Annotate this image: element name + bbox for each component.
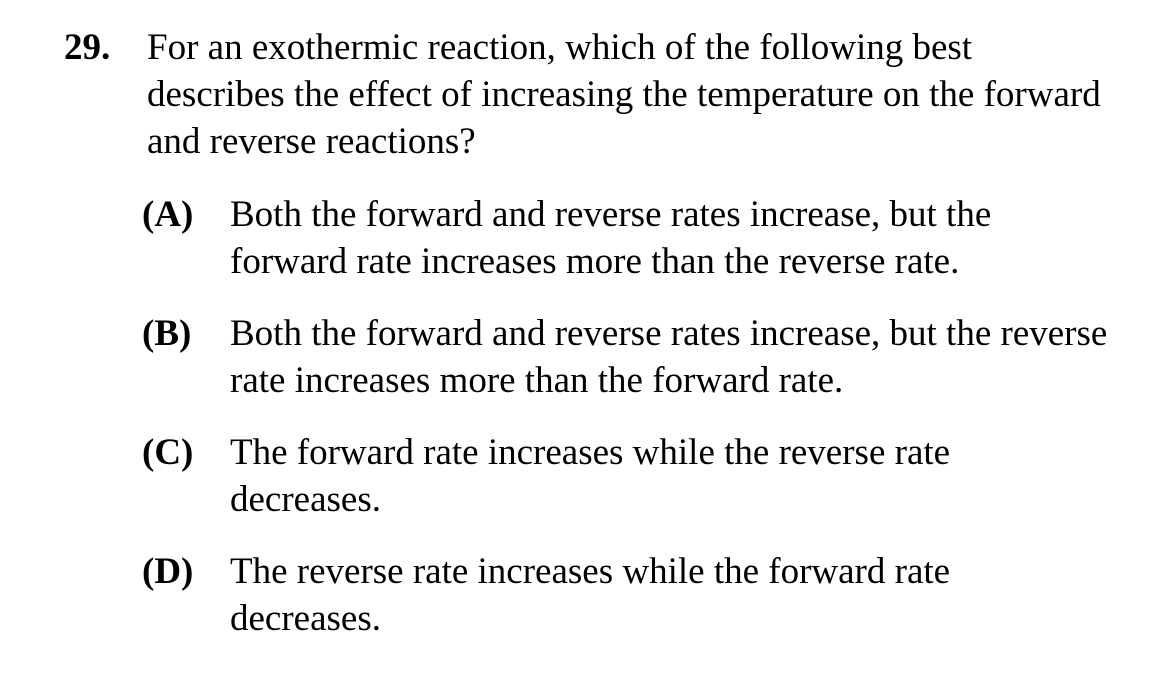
choice-text: Both the forward and reverse rates incre… bbox=[230, 313, 1108, 401]
choice-b[interactable]: (B) Both the forward and reverse rates i… bbox=[142, 310, 1144, 404]
question-text: For an exothermic reaction, which of the… bbox=[147, 27, 1101, 162]
choice-c[interactable]: (C) The forward rate increases while the… bbox=[142, 429, 1144, 523]
choice-letter: (C) bbox=[142, 432, 194, 473]
answer-choices: (A) Both the forward and reverse rates i… bbox=[142, 191, 1144, 642]
question-stem: 29. For an exothermic reaction, which of… bbox=[64, 24, 1144, 165]
choice-letter: (D) bbox=[142, 551, 194, 592]
choice-d[interactable]: (D) The reverse rate increases while the… bbox=[142, 548, 1144, 642]
choice-letter: (A) bbox=[142, 194, 194, 235]
choice-a[interactable]: (A) Both the forward and reverse rates i… bbox=[142, 191, 1144, 285]
choice-text: The forward rate increases while the rev… bbox=[230, 432, 951, 520]
question-block: 29. For an exothermic reaction, which of… bbox=[64, 24, 1144, 667]
question-number: 29. bbox=[64, 27, 111, 68]
choice-text: The reverse rate increases while the for… bbox=[230, 551, 951, 639]
choice-text: Both the forward and reverse rates incre… bbox=[230, 194, 992, 282]
choice-letter: (B) bbox=[142, 313, 192, 354]
